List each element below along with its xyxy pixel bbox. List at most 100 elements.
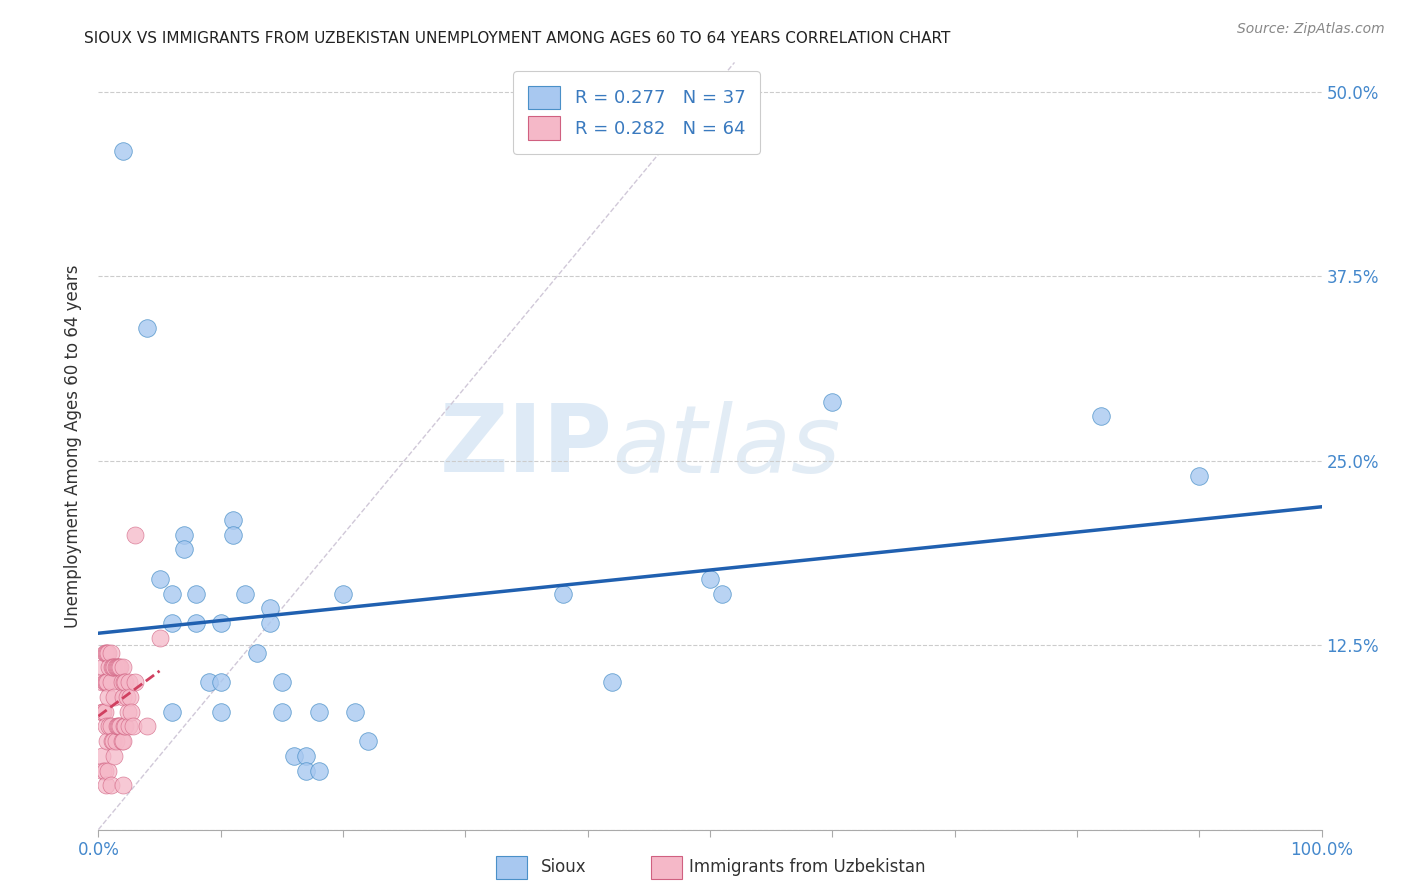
Point xyxy=(270,675,294,690)
Point xyxy=(93,705,115,719)
Point xyxy=(111,675,134,690)
Point xyxy=(94,675,117,690)
Point xyxy=(108,719,131,733)
Point xyxy=(91,705,114,719)
Point xyxy=(136,719,159,733)
Point xyxy=(259,615,281,630)
Point xyxy=(120,690,142,704)
Y-axis label: Unemployment Among Ages 60 to 64 years: Unemployment Among Ages 60 to 64 years xyxy=(65,264,83,628)
Text: Immigrants from Uzbekistan: Immigrants from Uzbekistan xyxy=(689,858,925,876)
Point xyxy=(101,734,124,748)
Text: atlas: atlas xyxy=(612,401,841,491)
Point xyxy=(197,675,219,690)
Point xyxy=(94,719,117,733)
Point xyxy=(97,764,120,778)
Point xyxy=(107,719,129,733)
Point xyxy=(600,675,623,690)
Point xyxy=(222,527,245,541)
Point xyxy=(209,705,232,719)
Point xyxy=(186,615,208,630)
Point xyxy=(222,513,245,527)
Point xyxy=(110,660,132,674)
Point xyxy=(356,734,378,748)
Point xyxy=(136,321,159,335)
Point xyxy=(160,615,183,630)
Text: SIOUX VS IMMIGRANTS FROM UZBEKISTAN UNEMPLOYMENT AMONG AGES 60 TO 64 YEARS CORRE: SIOUX VS IMMIGRANTS FROM UZBEKISTAN UNEM… xyxy=(84,31,950,46)
Point xyxy=(344,705,367,719)
Point xyxy=(96,675,118,690)
Point xyxy=(103,690,125,704)
Point xyxy=(121,719,143,733)
Point xyxy=(105,719,128,733)
Text: Source: ZipAtlas.com: Source: ZipAtlas.com xyxy=(1237,22,1385,37)
Point xyxy=(332,586,354,600)
Point xyxy=(186,586,208,600)
Point xyxy=(173,527,195,541)
Point xyxy=(149,572,172,586)
Point xyxy=(94,778,117,792)
Point xyxy=(821,394,844,409)
Point xyxy=(97,646,120,660)
Point xyxy=(283,748,305,763)
Point xyxy=(114,719,136,733)
Point xyxy=(308,764,330,778)
Point xyxy=(160,586,183,600)
Point xyxy=(246,646,269,660)
Point xyxy=(270,705,294,719)
Point xyxy=(104,734,127,748)
Text: Sioux: Sioux xyxy=(541,858,586,876)
Point xyxy=(114,675,136,690)
Point xyxy=(94,646,117,660)
Point xyxy=(699,572,721,586)
Point xyxy=(105,660,128,674)
Point xyxy=(100,719,122,733)
Point xyxy=(233,586,256,600)
Point xyxy=(149,631,172,645)
Point xyxy=(93,646,115,660)
Point xyxy=(308,705,330,719)
Point xyxy=(104,660,127,674)
Point xyxy=(98,719,121,733)
Point xyxy=(91,675,114,690)
Point xyxy=(108,660,131,674)
Point xyxy=(117,705,139,719)
Point xyxy=(107,660,129,674)
Point xyxy=(100,675,122,690)
Point xyxy=(111,144,134,158)
Point xyxy=(112,675,135,690)
Point xyxy=(101,660,124,674)
Point xyxy=(209,675,232,690)
Point xyxy=(115,690,138,704)
Point xyxy=(209,615,232,630)
Point xyxy=(1188,468,1211,483)
Point xyxy=(111,734,134,748)
Point xyxy=(103,748,125,763)
Point xyxy=(111,778,134,792)
Point xyxy=(111,690,134,704)
Point xyxy=(91,764,114,778)
Text: ZIP: ZIP xyxy=(439,400,612,492)
Point xyxy=(93,764,115,778)
Point xyxy=(100,778,122,792)
Point xyxy=(553,586,575,600)
Point xyxy=(124,675,146,690)
Point xyxy=(100,646,122,660)
Point xyxy=(112,719,135,733)
Point xyxy=(98,660,121,674)
Legend: R = 0.277   N = 37, R = 0.282   N = 64: R = 0.277 N = 37, R = 0.282 N = 64 xyxy=(513,71,759,154)
Point xyxy=(91,705,114,719)
Point xyxy=(1090,409,1112,424)
Point xyxy=(96,734,118,748)
Point xyxy=(259,601,281,615)
Point xyxy=(111,734,134,748)
Point xyxy=(101,734,124,748)
Point xyxy=(97,690,120,704)
Point xyxy=(118,675,141,690)
Point xyxy=(110,719,132,733)
Point xyxy=(124,527,146,541)
Point xyxy=(118,719,141,733)
Point xyxy=(173,542,195,557)
Point xyxy=(103,660,125,674)
Point xyxy=(93,675,115,690)
Point xyxy=(91,748,114,763)
